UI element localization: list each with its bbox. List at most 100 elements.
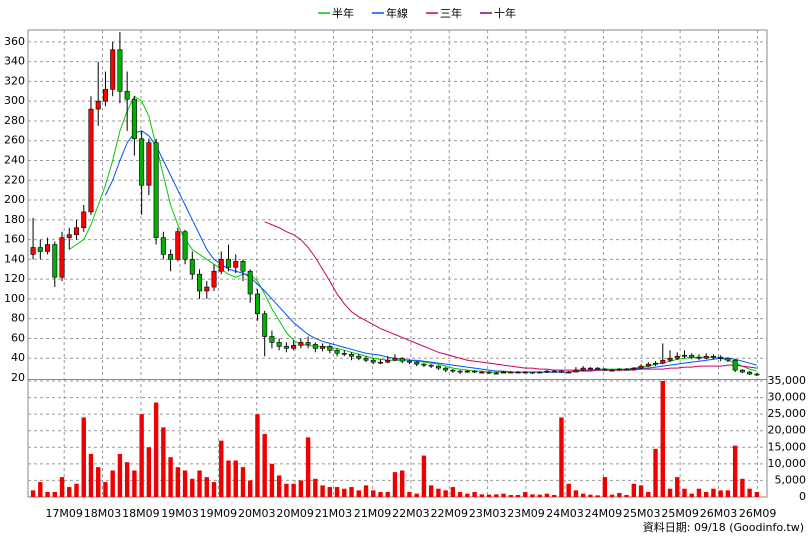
x-tick-label: 19M09 <box>200 507 238 520</box>
candle-body <box>450 369 456 372</box>
candle-body <box>189 259 195 275</box>
candle-body <box>73 227 79 235</box>
y-tick-label: 100 <box>4 292 25 305</box>
candle-body <box>674 355 680 359</box>
volume-bar <box>219 440 224 497</box>
candle-body <box>689 354 695 358</box>
candle-body <box>160 237 166 255</box>
candle-body <box>515 371 521 374</box>
candle-body <box>624 368 630 371</box>
candle-body <box>667 357 673 361</box>
candle-body <box>522 371 528 374</box>
x-tick-label: 24M09 <box>585 507 623 520</box>
volume-bar <box>501 493 506 497</box>
candle-body <box>30 247 36 255</box>
volume-bar <box>675 477 680 497</box>
volume-bar <box>349 487 354 497</box>
candle-body <box>233 261 239 268</box>
volume-bar <box>305 437 311 497</box>
candle-body <box>124 90 130 100</box>
volume-bar <box>479 494 485 497</box>
volume-bar <box>132 470 137 497</box>
volume-bar <box>320 485 325 497</box>
candle-body <box>240 261 246 272</box>
volume-bar <box>428 485 434 497</box>
candle-body <box>117 49 123 92</box>
candle-body <box>204 286 210 292</box>
volume-bar <box>233 460 238 497</box>
legend-label: 半年 <box>332 6 354 20</box>
candle-body <box>747 371 753 375</box>
candle-body <box>131 98 137 140</box>
volume-bar <box>544 493 550 497</box>
y-tick-label: 160 <box>4 233 25 246</box>
volume-bar <box>508 495 513 497</box>
volume-bar <box>117 453 123 497</box>
volume-bar <box>682 488 687 497</box>
candle-body <box>254 293 260 315</box>
candle-body <box>710 355 716 358</box>
candle-body <box>739 369 745 373</box>
x-tick-label: 21M03 <box>315 507 353 520</box>
x-tick-label: 17M09 <box>45 507 83 520</box>
candle-body <box>59 237 65 278</box>
candle-body <box>45 244 51 252</box>
candle-body <box>370 359 376 363</box>
volume-bar <box>494 494 499 497</box>
volume-bar <box>407 492 412 497</box>
volume-bar <box>638 485 644 497</box>
y-tick-label: 280 <box>4 114 25 127</box>
candle-body <box>493 372 499 375</box>
volume-bar <box>732 445 738 497</box>
y-tick-label: 180 <box>4 213 25 226</box>
volume-bar <box>378 492 383 497</box>
candle-body <box>573 369 579 373</box>
candle-body <box>218 259 224 272</box>
volume-bar <box>45 492 50 497</box>
volume-bar <box>385 492 390 497</box>
volume-bar <box>711 488 716 497</box>
legend-label: 三年 <box>440 6 462 20</box>
x-tick-label: 22M03 <box>392 507 430 520</box>
candle-body <box>95 100 101 110</box>
candle-body <box>153 142 159 238</box>
volume-bar <box>204 477 209 497</box>
volume-bar <box>588 494 593 497</box>
volume-bar <box>754 492 760 497</box>
volume-bar <box>356 490 361 497</box>
volume-bar <box>472 492 477 497</box>
x-tick-label: 18M09 <box>122 507 160 520</box>
y2-tick-label: 20,000 <box>768 424 807 437</box>
volume-bar <box>182 470 188 497</box>
candle-body <box>363 357 369 361</box>
y2-tick-label: 35,000 <box>768 374 807 387</box>
candle-body <box>298 342 304 346</box>
volume-bar <box>96 467 101 497</box>
x-tick-label: 20M09 <box>276 507 314 520</box>
volume-bar <box>718 490 723 497</box>
candle-body <box>443 367 449 371</box>
candle-body <box>421 363 427 366</box>
volume-bar <box>580 493 586 497</box>
x-tick-label: 26M03 <box>700 507 738 520</box>
volume-bar <box>327 487 333 497</box>
candle-body <box>341 352 347 355</box>
candle-body <box>52 244 58 278</box>
candle-body <box>414 361 420 365</box>
volume-bar <box>653 448 658 497</box>
y-tick-label: 40 <box>11 351 25 364</box>
candle-body <box>305 342 311 345</box>
x-tick-label: 19M03 <box>161 507 199 520</box>
candle-body <box>645 363 651 367</box>
candle-body <box>696 356 702 359</box>
volume-bar <box>269 463 275 497</box>
volume-bar <box>515 495 521 497</box>
volume-bar <box>392 472 398 497</box>
y2-tick-label: 5,000 <box>775 473 807 486</box>
volume-bar <box>30 490 36 497</box>
x-tick-label: 24M03 <box>546 507 584 520</box>
candle-body <box>269 336 275 343</box>
y-tick-label: 120 <box>4 272 25 285</box>
candle-body <box>168 254 174 260</box>
volume-bar <box>371 490 376 497</box>
